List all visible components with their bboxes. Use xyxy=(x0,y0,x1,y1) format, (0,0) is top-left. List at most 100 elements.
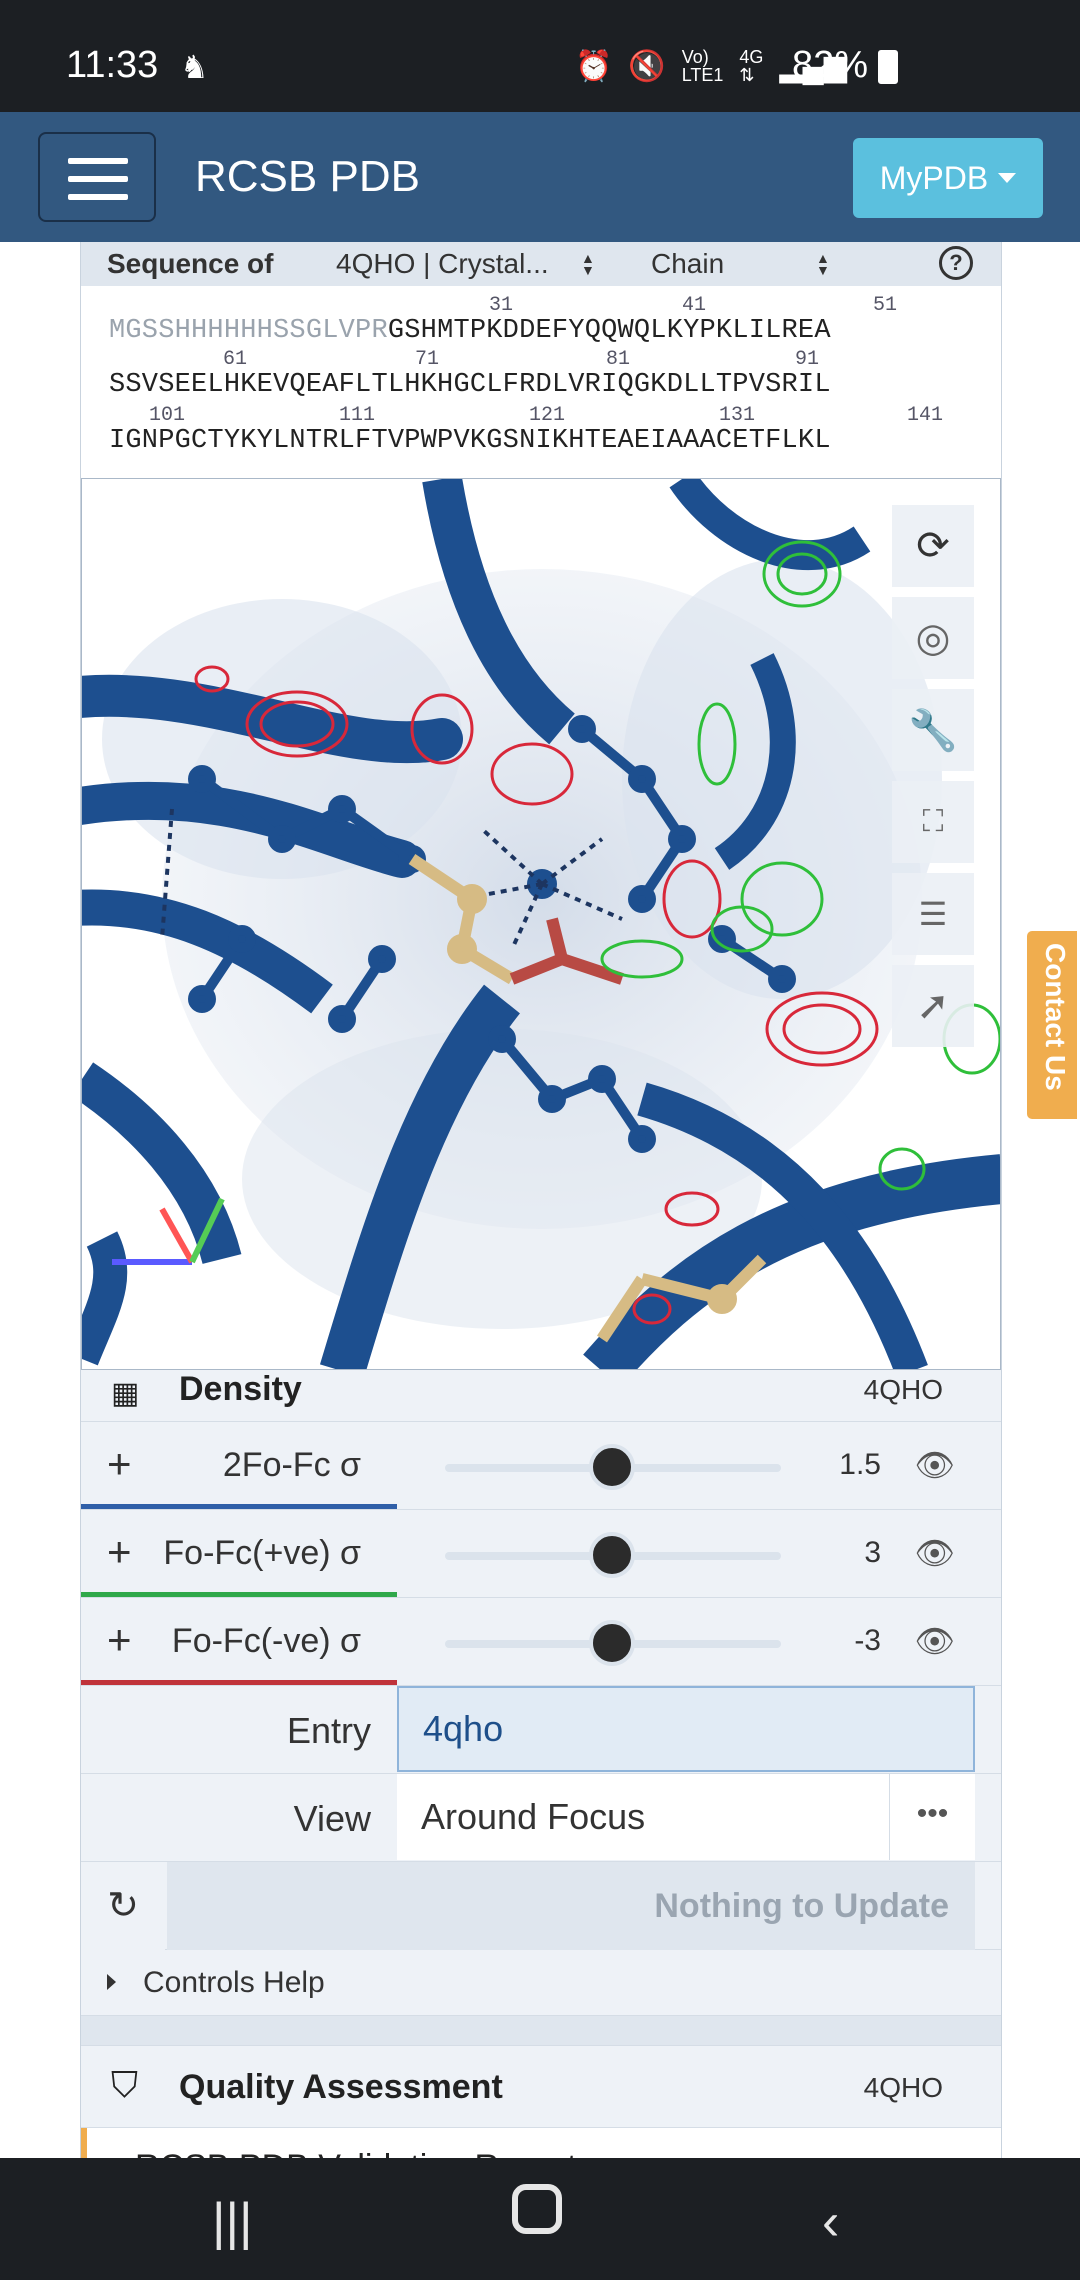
seq-number: 101 xyxy=(149,404,186,427)
settings-sliders-icon[interactable]: ☰ xyxy=(892,873,974,955)
expand-plus-icon[interactable]: + xyxy=(107,1440,132,1487)
seq-number: 31 xyxy=(489,294,514,317)
color-indicator xyxy=(81,1592,397,1597)
view-row: View Around Focus ••• xyxy=(81,1774,1001,1862)
quality-assessment-header[interactable]: ⛉ Quality Assessment 4QHO xyxy=(81,2046,1001,2128)
mypdb-label: MyPDB xyxy=(879,159,989,196)
alarm-icon: ⏰ xyxy=(575,49,613,83)
molecule-render xyxy=(82,479,1000,1369)
density-row-fofc-negative: + Fo-Fc(-ve) σ -3 👁 xyxy=(81,1598,1001,1686)
quality-title: Quality Assessment xyxy=(179,2068,503,2106)
sequence-line: MGSSHHHHHHSSGLVPRGSHMTPKDDEFYQQWQLKYPKLI… xyxy=(109,316,831,346)
entry-row: Entry 4qho xyxy=(81,1686,1001,1774)
signal-icon: ▂▄▆ xyxy=(779,49,847,83)
visibility-eye-icon[interactable]: 👁 xyxy=(914,1447,955,1483)
pointer-icon[interactable]: ➚ xyxy=(892,965,974,1047)
sequence-line: SSVSEELHKEVQEAFLTLHKHGCLFRDLVRIQGKDLLTPV… xyxy=(109,370,831,400)
top-navbar: RCSB PDB MyPDB xyxy=(0,112,1080,242)
refresh-icon[interactable]: ↻ xyxy=(81,1862,165,1950)
status-time: 11:33 xyxy=(66,44,159,86)
hamburger-line xyxy=(68,176,128,182)
density-param-label: 2Fo-Fc σ xyxy=(222,1446,361,1484)
section-divider xyxy=(81,2016,1001,2046)
wrench-icon[interactable]: 🔧 xyxy=(892,689,974,771)
chain-select-arrows-icon: ▲ ▼ xyxy=(816,250,830,278)
help-icon[interactable]: ? xyxy=(939,246,973,280)
seq-number: 81 xyxy=(606,348,631,371)
entry-input[interactable]: 4qho xyxy=(397,1686,975,1772)
density-param-label: Fo-Fc(-ve) σ xyxy=(171,1622,361,1660)
quality-entry-id: 4QHO xyxy=(863,2072,943,2103)
density-section-header[interactable]: ▦ Density 4QHO xyxy=(81,1370,1001,1422)
seq-number: 61 xyxy=(223,348,248,371)
home-icon[interactable] xyxy=(512,2184,562,2234)
chain-select[interactable]: Chain xyxy=(651,248,725,279)
mypdb-dropdown-button[interactable]: MyPDB xyxy=(853,138,1043,218)
sequence-header: Sequence of 4QHO | Crystal... ▲ ▼ Chain ▲… xyxy=(81,242,1001,286)
status-bar: 11:33 ♞ ⏰ 🔇 Vo) LTE1 4G ⇅ ▂▄▆ 82% xyxy=(0,0,1080,112)
update-button[interactable]: Nothing to Update xyxy=(167,1862,975,1950)
sequence-view[interactable]: 31 41 51 MGSSHHHHHHSSGLVPRGSHMTPKDDEFYQQ… xyxy=(81,286,1001,478)
seq-number: 71 xyxy=(415,348,440,371)
seq-number: 51 xyxy=(873,294,898,317)
entry-select-arrows-icon: ▲ ▼ xyxy=(581,250,595,278)
back-icon[interactable]: ‹ xyxy=(822,2193,840,2251)
density-row-2fofc: + 2Fo-Fc σ 1.5 👁 xyxy=(81,1422,1001,1510)
hamburger-line xyxy=(68,158,128,164)
volte-icon: Vo) LTE1 xyxy=(681,47,724,85)
battery-icon xyxy=(878,50,898,84)
screenshot-icon[interactable]: ◎ xyxy=(892,597,974,679)
sequence-residues: GSHMTPKDDEFYQQWQLKYPKLILREA xyxy=(387,316,831,346)
seq-number: 131 xyxy=(719,404,756,427)
color-indicator xyxy=(81,1680,397,1685)
controls-help-toggle[interactable]: Controls Help xyxy=(81,1950,1001,2016)
seq-number: 41 xyxy=(682,294,707,317)
seq-number: 111 xyxy=(339,404,376,427)
system-nav-bar: ||| ‹ xyxy=(0,2158,1080,2280)
sigma-slider-thumb[interactable] xyxy=(589,1620,635,1666)
sequence-label: Sequence of xyxy=(107,248,274,279)
contact-us-tab[interactable]: Contact Us xyxy=(1024,928,1080,1122)
entry-select[interactable]: 4QHO | Crystal... xyxy=(336,248,549,279)
sigma-value: 1.5 xyxy=(839,1448,881,1481)
site-brand[interactable]: RCSB PDB xyxy=(195,152,420,201)
fullscreen-icon[interactable]: ⛶ xyxy=(892,781,974,863)
visibility-eye-icon[interactable]: 👁 xyxy=(914,1623,955,1659)
visibility-eye-icon[interactable]: 👁 xyxy=(914,1535,955,1571)
mute-icon: 🔇 xyxy=(628,49,666,83)
density-param-label: Fo-Fc(+ve) σ xyxy=(163,1534,361,1572)
density-title: Density xyxy=(179,1370,302,1408)
4g-icon: 4G ⇅ xyxy=(739,47,764,85)
sequence-tag-residues: MGSSHHHHHHSSGLVPR xyxy=(109,316,388,346)
hamburger-menu-button[interactable] xyxy=(38,132,156,222)
sigma-slider-thumb[interactable] xyxy=(589,1532,635,1578)
more-options-icon[interactable]: ••• xyxy=(889,1774,975,1860)
view-select[interactable]: Around Focus xyxy=(397,1774,975,1860)
shield-check-icon: ⛉ xyxy=(111,2064,139,2105)
status-icons: ⏰ 🔇 Vo) LTE1 4G ⇅ ▂▄▆ xyxy=(575,48,847,84)
density-row-fofc-positive: + Fo-Fc(+ve) σ 3 👁 xyxy=(81,1510,1001,1598)
expand-plus-icon[interactable]: + xyxy=(107,1616,132,1663)
notification-icon: ♞ xyxy=(180,49,209,85)
battery-percent: 82% xyxy=(791,44,868,86)
sigma-slider-thumb[interactable] xyxy=(589,1444,635,1490)
seq-number: 91 xyxy=(795,348,820,371)
reset-camera-icon[interactable]: ⟳ xyxy=(892,505,974,587)
entry-label: Entry xyxy=(286,1710,371,1751)
mol-viewer-panel: Sequence of 4QHO | Crystal... ▲ ▼ Chain ▲… xyxy=(80,242,1002,2188)
update-row: ↻ Nothing to Update xyxy=(81,1862,1001,1950)
viewer-toolbar: ⟳ ◎ 🔧 ⛶ ☰ ➚ xyxy=(892,505,974,1057)
caret-down-icon xyxy=(998,173,1017,183)
recent-apps-icon[interactable]: ||| xyxy=(212,2193,253,2251)
triangle-right-icon xyxy=(107,1974,116,1990)
view-label: View xyxy=(293,1798,371,1839)
molecule-3d-canvas[interactable]: ⟳ ◎ 🔧 ⛶ ☰ ➚ xyxy=(81,478,1001,1370)
color-indicator xyxy=(81,1504,397,1509)
seq-number: 141 xyxy=(907,404,944,427)
expand-plus-icon[interactable]: + xyxy=(107,1528,132,1575)
controls-help-label: Controls Help xyxy=(143,1966,325,1999)
sequence-line: IGNPGCTYKYLNTRLFTVPWPVKGSNIKHTEAEIAAACET… xyxy=(109,426,831,456)
sigma-value: -3 xyxy=(854,1624,881,1657)
hamburger-line xyxy=(68,194,128,200)
sigma-value: 3 xyxy=(864,1536,881,1569)
